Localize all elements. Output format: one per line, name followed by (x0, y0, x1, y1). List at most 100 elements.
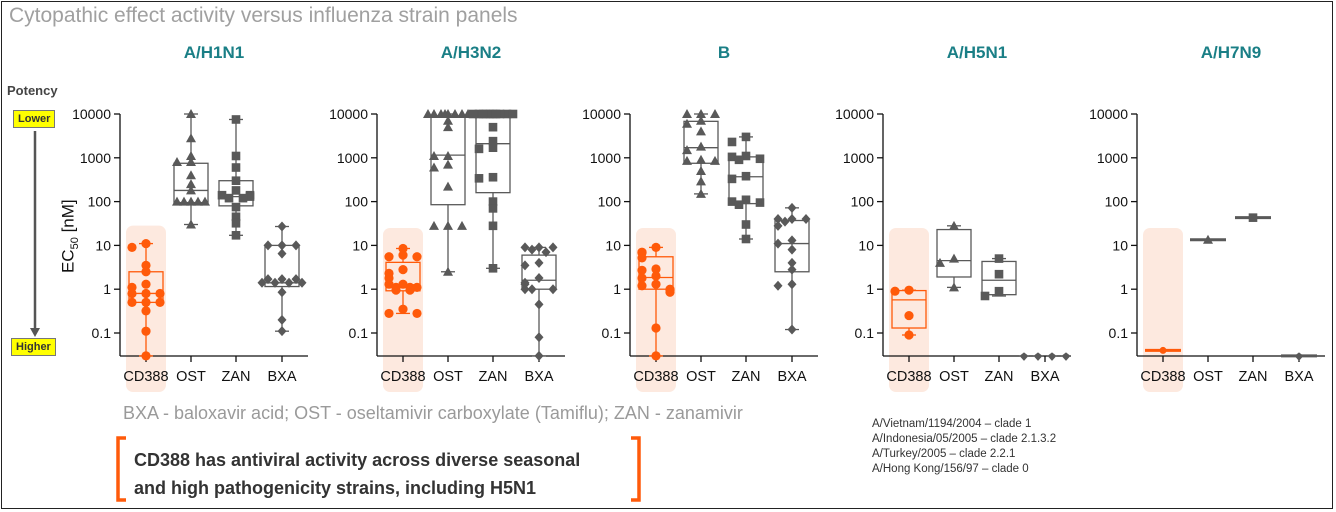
data-point (755, 198, 765, 207)
data-point (527, 284, 537, 295)
data-point (443, 150, 453, 160)
data-point (231, 202, 241, 212)
y-tick-label: 100 (851, 194, 875, 210)
data-point (231, 176, 241, 186)
data-point (548, 284, 558, 295)
data-point (179, 196, 189, 206)
data-point (231, 186, 241, 195)
series-zan (727, 132, 765, 244)
series-bxa (773, 202, 811, 335)
data-point (141, 288, 151, 299)
y-tick-label: 100 (88, 194, 112, 210)
data-point (277, 221, 287, 232)
data-point (787, 235, 797, 246)
panel-title: A/H5N1 (946, 43, 1008, 62)
data-point (755, 154, 765, 164)
data-point (787, 257, 797, 268)
x-tick-label: OST (686, 369, 716, 385)
h5n1-strain-list: A/Vietnam/1194/2004 – clade 1 A/Indonesi… (872, 417, 1056, 477)
claim-bracket-left (116, 436, 126, 502)
series-bxa (1281, 352, 1317, 361)
data-point (488, 122, 498, 132)
data-point (217, 190, 227, 200)
data-point (155, 297, 165, 307)
data-point (520, 242, 530, 253)
data-point (384, 279, 394, 289)
data-point (1019, 352, 1029, 361)
data-point (651, 242, 661, 253)
y-tick-label: 1 (866, 281, 874, 297)
data-point (231, 218, 241, 228)
series-cd388 (890, 285, 927, 340)
data-point (277, 287, 287, 298)
y-tick-label: 0.1 (92, 325, 112, 341)
data-point (429, 150, 439, 160)
figure-title: Cytopathic effect activity versus influe… (9, 4, 518, 27)
data-point (1248, 213, 1258, 222)
x-tick-label: ZAN (479, 369, 508, 385)
data-point (443, 220, 453, 230)
data-point (994, 254, 1004, 263)
data-point (682, 145, 692, 155)
strain-item: A/Turkey/2005 – clade 2.2.1 (872, 448, 1016, 460)
data-point (520, 284, 530, 295)
series-ost (1190, 234, 1226, 244)
data-point (1203, 234, 1213, 244)
data-point (127, 297, 137, 307)
series-zan (1235, 213, 1271, 222)
data-point (980, 291, 990, 301)
data-point (277, 240, 287, 251)
data-point (502, 109, 512, 119)
data-point (741, 132, 751, 142)
y-tick-label: 1000 (843, 150, 874, 166)
data-point (949, 253, 959, 263)
data-point (263, 274, 273, 285)
data-point (398, 243, 408, 254)
data-point (186, 179, 196, 189)
data-point (284, 277, 294, 288)
data-point (141, 326, 151, 336)
potency-lower-badge: Lower (13, 110, 56, 128)
data-point (741, 195, 751, 205)
y-tick-label: 1000 (80, 150, 111, 166)
key-claim-line: and high pathogenicity strains, includin… (134, 478, 537, 498)
panel-ah5n1: 10000 1000 100 10 1 0.1 CD388 OST ZAN BXA (835, 106, 1071, 392)
data-point (734, 200, 744, 209)
data-point (734, 155, 744, 165)
data-point (904, 310, 914, 321)
series-cd388 (637, 242, 675, 361)
data-point (527, 244, 537, 255)
panel-title: B (717, 43, 731, 62)
data-point (172, 196, 182, 206)
potency-arrow (30, 131, 40, 337)
data-point (186, 109, 196, 118)
data-point (1047, 352, 1057, 361)
data-point (727, 152, 737, 162)
data-point (231, 151, 241, 161)
data-point (297, 277, 307, 288)
y-tick-label: 10 (352, 237, 368, 253)
data-point (534, 257, 544, 268)
data-point (949, 220, 959, 230)
data-point (478, 109, 488, 119)
y-tick-label: 1 (360, 281, 368, 297)
data-point (801, 214, 811, 225)
y-tick-label: 0.1 (1109, 325, 1129, 341)
x-tick-label: CD388 (633, 369, 678, 385)
x-tick-label: OST (939, 369, 969, 385)
data-point (727, 137, 737, 147)
data-point (257, 277, 267, 288)
data-point (245, 192, 255, 201)
data-point (231, 115, 241, 124)
data-point (637, 273, 647, 283)
cd388-highlight (1143, 228, 1183, 392)
data-point (412, 308, 422, 319)
data-point (637, 281, 647, 291)
abbreviation-footnote: BXA - baloxavir acid; OST - oseltamivir … (123, 403, 743, 423)
x-tick-label: ZAN (732, 369, 761, 385)
y-tick-label: 10 (858, 237, 874, 253)
y-tick-label: 100 (345, 194, 369, 210)
data-point (534, 299, 544, 310)
x-tick-label: CD388 (1140, 369, 1185, 385)
